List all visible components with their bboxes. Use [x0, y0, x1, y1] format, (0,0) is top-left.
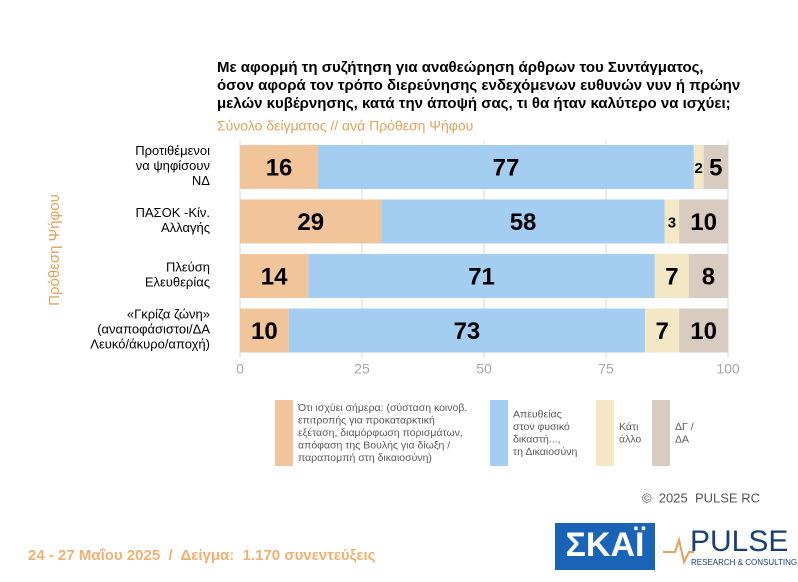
bar-segment — [318, 145, 694, 189]
bar-segment — [381, 199, 665, 244]
value-label: 2 — [695, 160, 703, 177]
value-label: 58 — [510, 209, 537, 236]
copyright: © 2025 PULSE RC — [642, 490, 760, 505]
y-tick-label: Προτιθέμενοι να ψηφίσουν ΝΔ — [135, 143, 210, 188]
bar-segment — [308, 254, 655, 298]
bar-segment — [240, 145, 319, 189]
legend-swatch — [596, 400, 614, 466]
logo-right: PULSE — [690, 525, 788, 558]
legend-swatch — [275, 400, 293, 466]
x-tick-label: 50 — [476, 361, 492, 377]
legend-label: Απευθείας στον φυσικό δικαστή..., τη Δικαιο… — [513, 408, 578, 458]
bar-segment — [240, 199, 382, 244]
value-label: 7 — [655, 318, 668, 345]
chart-subtitle: Σύνολο δείγματος // ανά Πρόθεση Ψήφου — [217, 118, 473, 134]
legend-swatch — [490, 400, 508, 466]
logo-left: ΣΚΑΪ — [566, 526, 647, 564]
y-tick-label: «Γκρίζα ζώνη» (αναποφάσιστοι/ΔΑ Λευκό/άκυρ… — [90, 307, 210, 352]
bar-segment — [240, 308, 289, 353]
logo-pulse-line — [663, 536, 694, 565]
y-axis-label: Πρόθεση Ψήφου — [46, 194, 63, 306]
bar-segment — [654, 254, 689, 298]
bar-segment — [703, 145, 728, 189]
y-tick-label: ΠΑΣΟΚ -Κίν. Αλλαγής — [136, 205, 211, 235]
bar-segment — [664, 199, 680, 244]
value-label: 3 — [668, 214, 676, 231]
footer-date-sample: 24 - 27 Μαΐου 2025 / Δείγμα: 1.170 συνεν… — [28, 547, 376, 564]
value-label: 10 — [251, 318, 278, 345]
value-label: 8 — [702, 263, 715, 290]
logo-right-sub: RESEARCH & CONSULTING — [691, 558, 797, 567]
value-label: 10 — [690, 209, 717, 236]
legend-swatch — [652, 400, 670, 466]
bar-segment — [688, 254, 728, 298]
bar-segment — [693, 145, 704, 189]
legend-label: ΔΓ / ΔΑ — [675, 421, 694, 446]
logo-box — [555, 523, 655, 570]
value-label: 5 — [709, 154, 722, 181]
legend-label: Ότι ισχύει σήμερα: (σύσταση κοινοβ. επιτρ… — [297, 402, 467, 464]
value-label: 14 — [261, 263, 288, 290]
bar-segment — [240, 254, 309, 298]
bar-segment — [288, 308, 646, 353]
bar-segment — [679, 199, 728, 244]
value-label: 7 — [665, 263, 678, 290]
value-label: 73 — [454, 318, 481, 345]
bar-segment — [645, 308, 680, 353]
value-label: 71 — [468, 263, 495, 290]
value-label: 29 — [297, 209, 324, 236]
y-tick-label: Πλεύση Ελευθερίας — [145, 260, 210, 290]
value-label: 16 — [266, 154, 293, 181]
bar-segment — [679, 308, 728, 353]
legend-label: Κάτι άλλο — [619, 421, 641, 446]
x-tick-label: 25 — [354, 361, 370, 377]
x-tick-label: 75 — [598, 361, 614, 377]
value-label: 77 — [493, 154, 520, 181]
chart-title: Με αφορμή τη συζήτηση για αναθεώρηση άρθ… — [217, 59, 740, 112]
x-tick-label: 0 — [236, 361, 244, 377]
value-label: 10 — [690, 318, 717, 345]
x-tick-label: 100 — [716, 361, 740, 377]
